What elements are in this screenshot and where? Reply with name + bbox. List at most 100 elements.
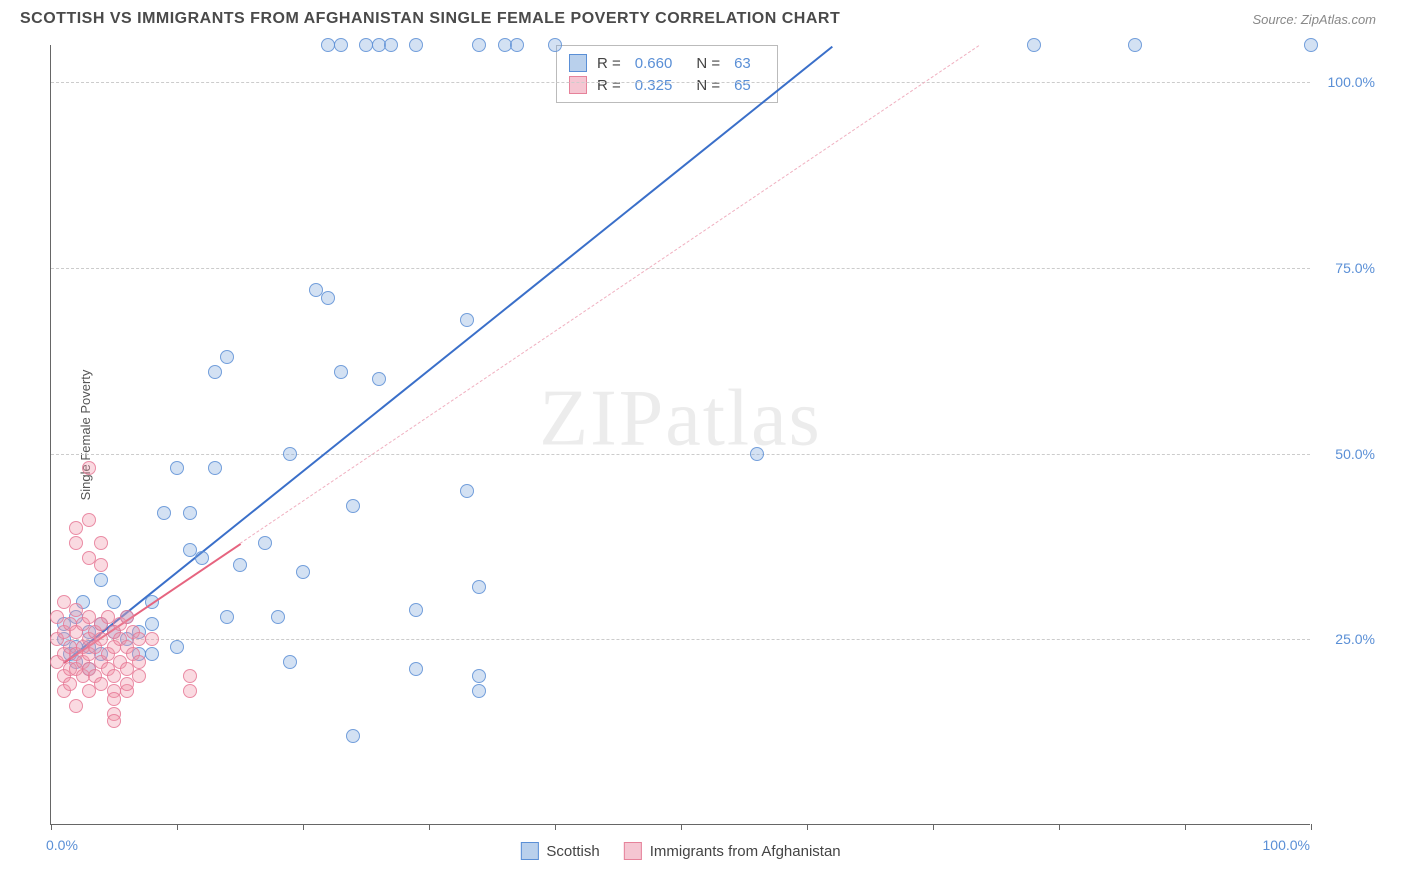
y-tick-label: 75.0%: [1315, 260, 1375, 276]
data-point: [145, 632, 159, 646]
data-point: [472, 684, 486, 698]
data-point: [69, 536, 83, 550]
chart-title: SCOTTISH VS IMMIGRANTS FROM AFGHANISTAN …: [20, 10, 840, 28]
data-point: [120, 677, 134, 691]
data-point: [1304, 38, 1318, 52]
data-point: [409, 662, 423, 676]
data-point: [94, 573, 108, 587]
data-point: [258, 536, 272, 550]
data-point: [346, 499, 360, 513]
legend-label-scottish: Scottish: [546, 843, 599, 860]
data-point: [145, 647, 159, 661]
x-tick: [681, 824, 682, 830]
data-point: [472, 38, 486, 52]
data-point: [1128, 38, 1142, 52]
data-point: [409, 603, 423, 617]
data-point: [283, 447, 297, 461]
data-point: [283, 655, 297, 669]
data-point: [384, 38, 398, 52]
data-point: [107, 714, 121, 728]
data-point: [334, 38, 348, 52]
data-point: [170, 640, 184, 654]
x-tick: [555, 824, 556, 830]
data-point: [334, 365, 348, 379]
data-point: [296, 565, 310, 579]
x-tick: [303, 824, 304, 830]
legend-swatch-afghan: [624, 842, 642, 860]
n-value-afghan: 65: [734, 77, 751, 94]
x-tick: [933, 824, 934, 830]
data-point: [183, 684, 197, 698]
legend-item-scottish: Scottish: [520, 842, 599, 860]
data-point: [208, 365, 222, 379]
data-point: [132, 669, 146, 683]
legend-item-afghan: Immigrants from Afghanistan: [624, 842, 841, 860]
data-point: [346, 729, 360, 743]
x-tick: [51, 824, 52, 830]
data-point: [63, 677, 77, 691]
x-tick: [807, 824, 808, 830]
data-point: [321, 291, 335, 305]
chart-source: Source: ZipAtlas.com: [1252, 12, 1376, 27]
data-point: [183, 669, 197, 683]
data-point: [510, 38, 524, 52]
data-point: [220, 350, 234, 364]
y-tick-label: 50.0%: [1315, 446, 1375, 462]
grid-line-h: [51, 82, 1310, 83]
data-point: [195, 551, 209, 565]
data-point: [409, 38, 423, 52]
scatter-plot: ZIPatlas R = 0.660 N = 63 R = 0.325 N = …: [50, 45, 1310, 825]
data-point: [548, 38, 562, 52]
x-tick: [1059, 824, 1060, 830]
data-point: [170, 461, 184, 475]
swatch-scottish: [569, 54, 587, 72]
data-point: [94, 536, 108, 550]
data-point: [82, 684, 96, 698]
data-point: [107, 595, 121, 609]
data-point: [157, 506, 171, 520]
x-tick: [177, 824, 178, 830]
grid-line-h: [51, 268, 1310, 269]
y-tick-label: 25.0%: [1315, 631, 1375, 647]
data-point: [82, 513, 96, 527]
n-value-scottish: 63: [734, 55, 751, 72]
data-point: [94, 558, 108, 572]
x-tick: [1185, 824, 1186, 830]
data-point: [132, 655, 146, 669]
legend-label-afghan: Immigrants from Afghanistan: [650, 843, 841, 860]
data-point: [472, 669, 486, 683]
data-point: [145, 617, 159, 631]
data-point: [460, 484, 474, 498]
y-tick-label: 100.0%: [1315, 74, 1375, 90]
chart-area: Single Female Poverty ZIPatlas R = 0.660…: [50, 45, 1360, 825]
x-tick: [1311, 824, 1312, 830]
x-axis-min: 0.0%: [46, 837, 78, 853]
chart-header: SCOTTISH VS IMMIGRANTS FROM AFGHANISTAN …: [0, 0, 1406, 36]
data-point: [472, 580, 486, 594]
data-point: [460, 313, 474, 327]
r-value-scottish: 0.660: [635, 55, 673, 72]
bottom-legend: Scottish Immigrants from Afghanistan: [520, 842, 840, 860]
r-value-afghan: 0.325: [635, 77, 673, 94]
stats-box: R = 0.660 N = 63 R = 0.325 N = 65: [556, 45, 778, 103]
data-point: [233, 558, 247, 572]
trend-line-scottish: [63, 45, 833, 663]
swatch-afghan: [569, 76, 587, 94]
data-point: [120, 610, 134, 624]
grid-line-h: [51, 639, 1310, 640]
data-point: [1027, 38, 1041, 52]
watermark: ZIPatlas: [539, 373, 822, 464]
trend-dash-immigrants-from-afghanistan: [240, 45, 979, 544]
x-tick: [429, 824, 430, 830]
grid-line-h: [51, 454, 1310, 455]
data-point: [750, 447, 764, 461]
stats-row-scottish: R = 0.660 N = 63: [569, 52, 765, 74]
data-point: [183, 506, 197, 520]
data-point: [107, 692, 121, 706]
data-point: [69, 699, 83, 713]
x-axis-max: 100.0%: [1263, 837, 1310, 853]
stats-row-afghan: R = 0.325 N = 65: [569, 74, 765, 96]
data-point: [208, 461, 222, 475]
legend-swatch-scottish: [520, 842, 538, 860]
data-point: [220, 610, 234, 624]
